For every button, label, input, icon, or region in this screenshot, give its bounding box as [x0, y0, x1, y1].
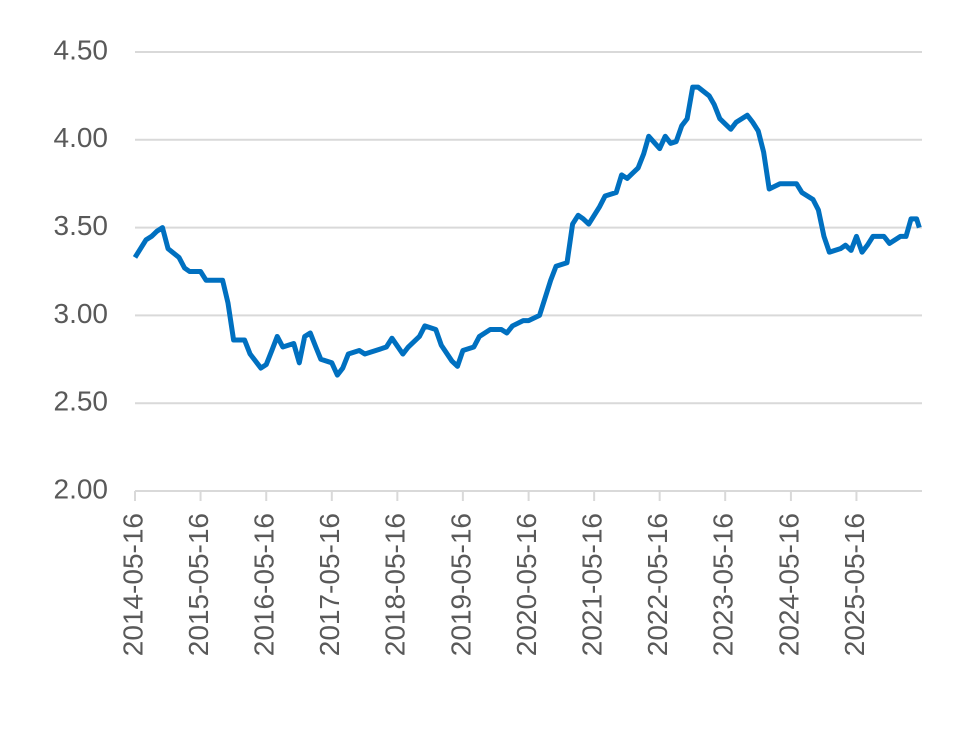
x-tick-label: 2018-05-16 — [380, 513, 411, 656]
y-tick-label: 4.00 — [54, 122, 109, 153]
x-tick-label: 2016-05-16 — [249, 513, 280, 656]
x-tick-label: 2022-05-16 — [642, 513, 673, 656]
x-tick-label: 2025-05-16 — [839, 513, 870, 656]
y-tick-label: 4.50 — [54, 34, 109, 65]
data-line — [132, 84, 922, 378]
x-tick-label: 2024-05-16 — [773, 513, 804, 656]
x-tick-label: 2014-05-16 — [117, 513, 148, 656]
y-tick-label: 2.00 — [54, 473, 109, 504]
x-tick-label: 2015-05-16 — [183, 513, 214, 656]
x-tick-label: 2019-05-16 — [445, 513, 476, 656]
x-tick-label: 2021-05-16 — [577, 513, 608, 656]
y-tick-label: 2.50 — [54, 386, 109, 417]
y-tick-label: 3.50 — [54, 210, 109, 241]
x-tick-label: 2017-05-16 — [314, 513, 345, 656]
x-tick-label: 2020-05-16 — [511, 513, 542, 656]
x-tick-label: 2023-05-16 — [708, 513, 739, 656]
y-tick-label: 3.00 — [54, 298, 109, 329]
